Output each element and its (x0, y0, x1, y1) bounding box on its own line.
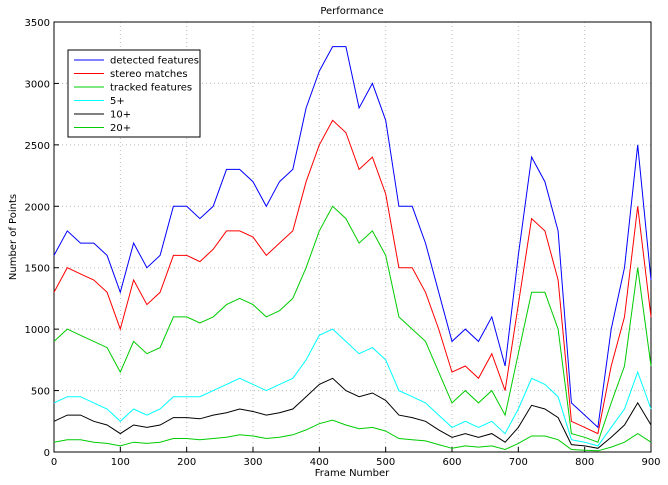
chart-title: Performance (320, 6, 383, 17)
x-tick-label: 700 (509, 457, 528, 468)
y-tick-label: 500 (31, 387, 50, 398)
y-tick-label: 1000 (25, 325, 50, 336)
legend-label: stereo matches (110, 69, 188, 80)
x-tick-label: 900 (641, 457, 660, 468)
x-tick-label: 200 (177, 457, 196, 468)
y-tick-label: 3000 (25, 79, 50, 90)
series-line (53, 46, 652, 429)
x-tick-label: 100 (111, 457, 130, 468)
y-tick-label: 0 (44, 448, 50, 459)
legend-box (67, 49, 201, 138)
x-tick-label: 500 (376, 457, 395, 468)
x-axis-label: Frame Number (315, 468, 390, 479)
legend-label: 10+ (110, 110, 131, 121)
legend-label: 20+ (110, 123, 131, 134)
y-tick-label: 2500 (25, 141, 50, 152)
x-tick-label: 400 (310, 457, 329, 468)
x-tick-label: 600 (442, 457, 461, 468)
x-tick-label: 0 (51, 457, 57, 468)
series-line (53, 377, 652, 449)
y-axis-label: Number of Points (8, 194, 19, 280)
plot-frame (53, 21, 652, 453)
x-tick-label: 300 (243, 457, 262, 468)
series-line (53, 328, 652, 447)
legend-label: detected features (110, 56, 199, 67)
series-line (53, 419, 652, 452)
legend-label: tracked features (110, 83, 192, 94)
y-tick-label: 2000 (25, 202, 50, 213)
series-line (53, 119, 652, 435)
legend-label: 5+ (110, 96, 125, 107)
series-line (53, 205, 652, 443)
x-tick-label: 800 (575, 457, 594, 468)
y-tick-label: 3500 (25, 18, 50, 29)
y-tick-label: 1500 (25, 264, 50, 275)
